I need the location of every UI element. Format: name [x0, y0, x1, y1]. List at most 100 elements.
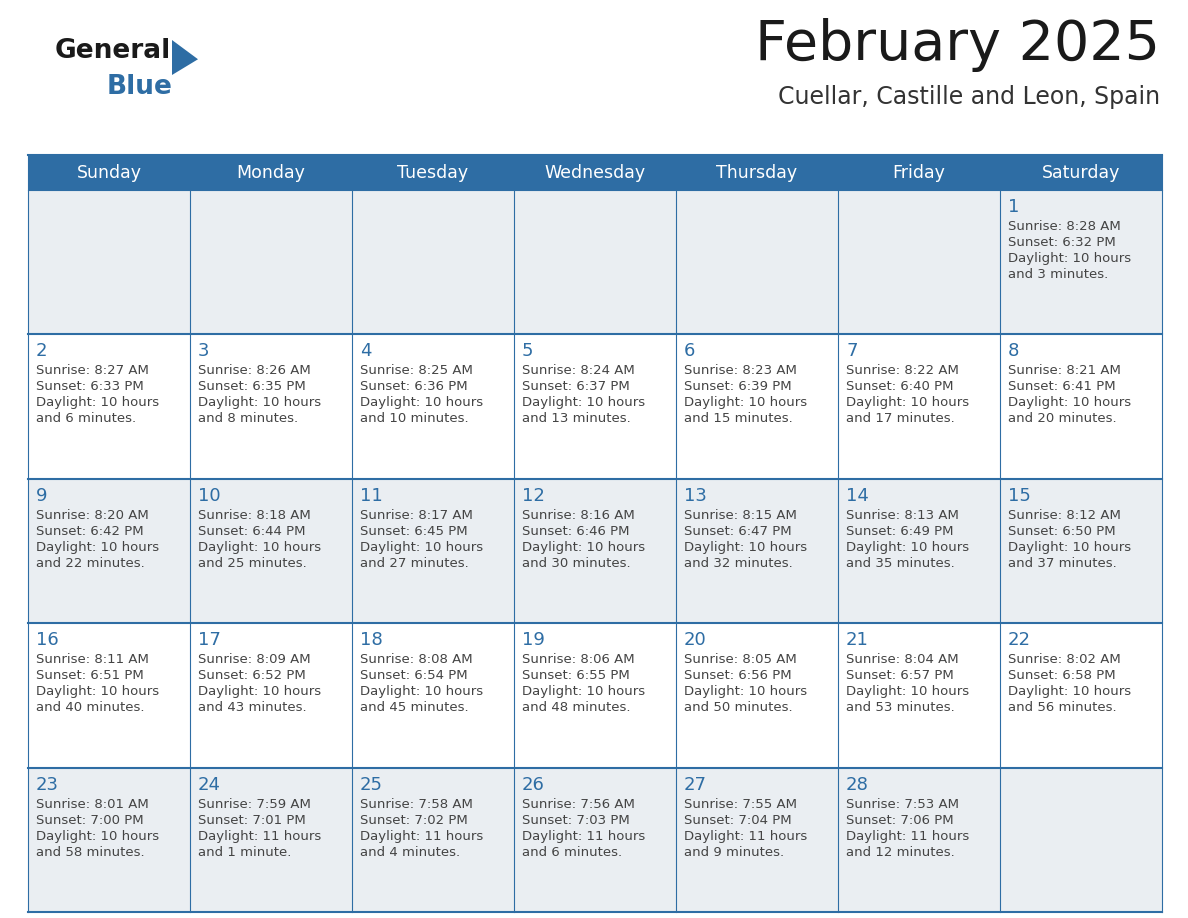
Text: Sunrise: 8:04 AM: Sunrise: 8:04 AM	[846, 654, 959, 666]
Text: and 13 minutes.: and 13 minutes.	[522, 412, 631, 425]
Text: Daylight: 10 hours: Daylight: 10 hours	[360, 541, 484, 554]
Text: 21: 21	[846, 632, 868, 649]
Text: Sunday: Sunday	[76, 163, 141, 182]
Text: 14: 14	[846, 487, 868, 505]
Text: Sunrise: 7:55 AM: Sunrise: 7:55 AM	[684, 798, 797, 811]
Text: and 17 minutes.: and 17 minutes.	[846, 412, 955, 425]
Text: Sunrise: 8:21 AM: Sunrise: 8:21 AM	[1007, 364, 1120, 377]
Text: Sunset: 6:33 PM: Sunset: 6:33 PM	[36, 380, 144, 394]
Text: and 30 minutes.: and 30 minutes.	[522, 557, 631, 570]
Text: Daylight: 11 hours: Daylight: 11 hours	[522, 830, 645, 843]
Text: Sunset: 6:50 PM: Sunset: 6:50 PM	[1007, 525, 1116, 538]
Text: Sunrise: 7:59 AM: Sunrise: 7:59 AM	[198, 798, 311, 811]
Text: 13: 13	[684, 487, 707, 505]
Text: Daylight: 10 hours: Daylight: 10 hours	[522, 685, 645, 699]
Text: Sunset: 6:47 PM: Sunset: 6:47 PM	[684, 525, 791, 538]
Bar	[29, 155, 1162, 190]
Text: 23: 23	[36, 776, 59, 793]
Text: 11: 11	[360, 487, 383, 505]
Text: 10: 10	[198, 487, 221, 505]
Text: and 22 minutes.: and 22 minutes.	[36, 557, 145, 570]
Text: Sunrise: 8:02 AM: Sunrise: 8:02 AM	[1007, 654, 1120, 666]
Text: Daylight: 10 hours: Daylight: 10 hours	[846, 541, 969, 554]
Text: Sunset: 6:54 PM: Sunset: 6:54 PM	[360, 669, 468, 682]
Text: Daylight: 10 hours: Daylight: 10 hours	[36, 541, 159, 554]
Text: and 58 minutes.: and 58 minutes.	[36, 845, 145, 858]
Text: Sunrise: 7:56 AM: Sunrise: 7:56 AM	[522, 798, 634, 811]
Text: Sunrise: 8:25 AM: Sunrise: 8:25 AM	[360, 364, 473, 377]
Text: Sunset: 6:57 PM: Sunset: 6:57 PM	[846, 669, 954, 682]
Text: Sunset: 6:35 PM: Sunset: 6:35 PM	[198, 380, 305, 394]
Text: and 15 minutes.: and 15 minutes.	[684, 412, 792, 425]
Text: and 10 minutes.: and 10 minutes.	[360, 412, 468, 425]
Text: 8: 8	[1007, 342, 1019, 361]
Text: Sunset: 6:37 PM: Sunset: 6:37 PM	[522, 380, 630, 394]
Text: and 3 minutes.: and 3 minutes.	[1007, 268, 1108, 281]
Text: Monday: Monday	[236, 163, 305, 182]
Text: and 48 minutes.: and 48 minutes.	[522, 701, 631, 714]
Text: Tuesday: Tuesday	[398, 163, 468, 182]
Text: and 20 minutes.: and 20 minutes.	[1007, 412, 1117, 425]
Text: Sunset: 7:04 PM: Sunset: 7:04 PM	[684, 813, 791, 826]
Text: Sunset: 6:49 PM: Sunset: 6:49 PM	[846, 525, 954, 538]
Text: 2: 2	[36, 342, 48, 361]
Text: 17: 17	[198, 632, 221, 649]
Text: 15: 15	[1007, 487, 1031, 505]
Text: Blue: Blue	[107, 74, 173, 100]
Text: and 6 minutes.: and 6 minutes.	[522, 845, 623, 858]
Text: Sunset: 7:02 PM: Sunset: 7:02 PM	[360, 813, 468, 826]
Text: 26: 26	[522, 776, 545, 793]
Text: Daylight: 10 hours: Daylight: 10 hours	[1007, 541, 1131, 554]
Text: Daylight: 10 hours: Daylight: 10 hours	[846, 685, 969, 699]
Text: Sunset: 7:03 PM: Sunset: 7:03 PM	[522, 813, 630, 826]
Text: 16: 16	[36, 632, 58, 649]
Text: Daylight: 10 hours: Daylight: 10 hours	[36, 685, 159, 699]
Text: Sunset: 7:06 PM: Sunset: 7:06 PM	[846, 813, 954, 826]
Text: Sunrise: 8:08 AM: Sunrise: 8:08 AM	[360, 654, 473, 666]
Text: 20: 20	[684, 632, 707, 649]
Text: and 43 minutes.: and 43 minutes.	[198, 701, 307, 714]
Bar	[29, 479, 1162, 623]
Text: and 9 minutes.: and 9 minutes.	[684, 845, 784, 858]
Text: 12: 12	[522, 487, 545, 505]
Text: and 35 minutes.: and 35 minutes.	[846, 557, 955, 570]
Text: Sunset: 6:45 PM: Sunset: 6:45 PM	[360, 525, 468, 538]
Text: Daylight: 10 hours: Daylight: 10 hours	[684, 685, 807, 699]
Text: 27: 27	[684, 776, 707, 793]
Text: and 50 minutes.: and 50 minutes.	[684, 701, 792, 714]
Text: Daylight: 10 hours: Daylight: 10 hours	[198, 397, 321, 409]
Text: Sunrise: 8:22 AM: Sunrise: 8:22 AM	[846, 364, 959, 377]
Text: and 40 minutes.: and 40 minutes.	[36, 701, 145, 714]
Text: Daylight: 10 hours: Daylight: 10 hours	[1007, 252, 1131, 265]
Text: Sunrise: 7:58 AM: Sunrise: 7:58 AM	[360, 798, 473, 811]
Text: Friday: Friday	[892, 163, 946, 182]
Text: General: General	[55, 38, 171, 64]
Text: 6: 6	[684, 342, 695, 361]
Text: 5: 5	[522, 342, 533, 361]
Text: Daylight: 10 hours: Daylight: 10 hours	[36, 830, 159, 843]
Text: Thursday: Thursday	[716, 163, 797, 182]
Text: Daylight: 10 hours: Daylight: 10 hours	[1007, 685, 1131, 699]
Text: Sunrise: 8:20 AM: Sunrise: 8:20 AM	[36, 509, 148, 521]
Text: Sunrise: 8:17 AM: Sunrise: 8:17 AM	[360, 509, 473, 521]
Bar	[29, 334, 1162, 479]
Text: Sunset: 6:32 PM: Sunset: 6:32 PM	[1007, 236, 1116, 249]
Text: and 53 minutes.: and 53 minutes.	[846, 701, 955, 714]
Text: Daylight: 10 hours: Daylight: 10 hours	[360, 397, 484, 409]
Text: 7: 7	[846, 342, 858, 361]
Text: Sunset: 6:40 PM: Sunset: 6:40 PM	[846, 380, 954, 394]
Text: February 2025: February 2025	[756, 18, 1159, 72]
Text: Daylight: 10 hours: Daylight: 10 hours	[198, 685, 321, 699]
Bar	[29, 767, 1162, 912]
Text: Daylight: 11 hours: Daylight: 11 hours	[360, 830, 484, 843]
Text: Sunrise: 8:12 AM: Sunrise: 8:12 AM	[1007, 509, 1120, 521]
Text: 1: 1	[1007, 198, 1019, 216]
Text: and 37 minutes.: and 37 minutes.	[1007, 557, 1117, 570]
Text: Sunset: 7:01 PM: Sunset: 7:01 PM	[198, 813, 305, 826]
Bar	[29, 190, 1162, 334]
Text: Sunrise: 8:01 AM: Sunrise: 8:01 AM	[36, 798, 148, 811]
Text: Sunrise: 8:23 AM: Sunrise: 8:23 AM	[684, 364, 797, 377]
Text: and 1 minute.: and 1 minute.	[198, 845, 291, 858]
Text: Sunrise: 8:27 AM: Sunrise: 8:27 AM	[36, 364, 148, 377]
Text: Sunrise: 8:16 AM: Sunrise: 8:16 AM	[522, 509, 634, 521]
